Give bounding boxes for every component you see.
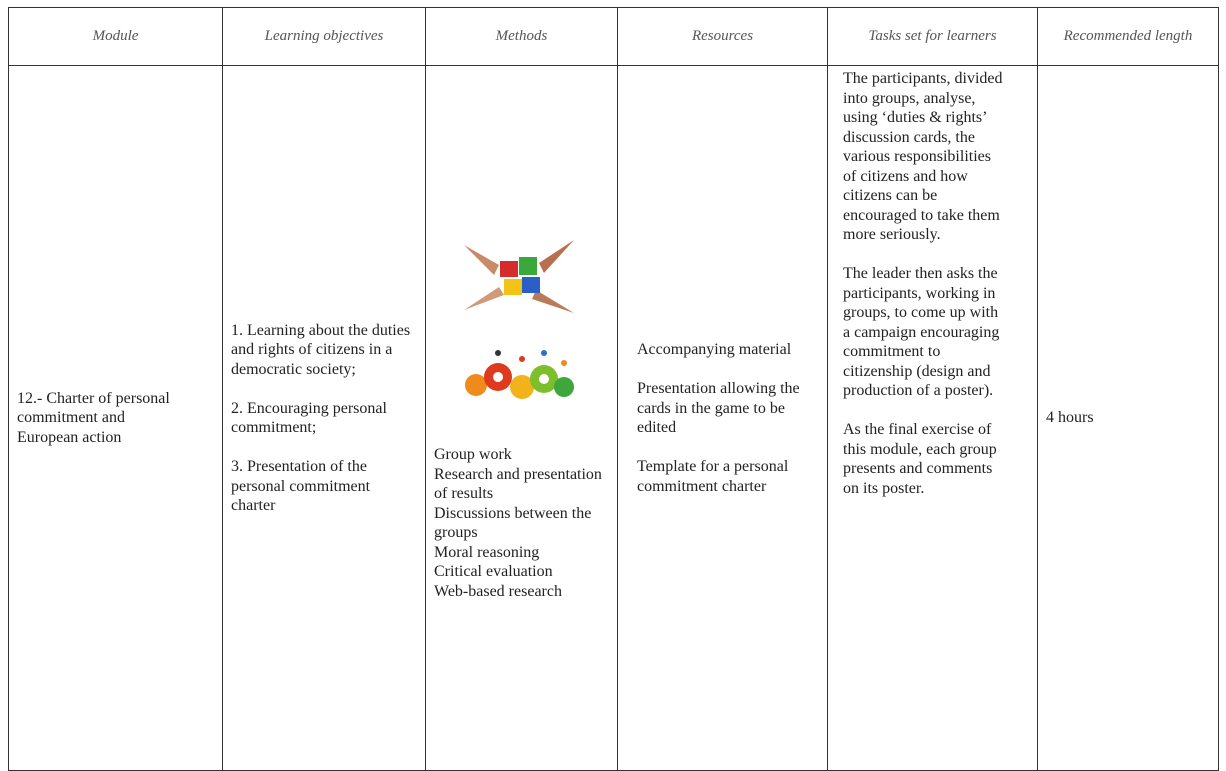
gears-icon (465, 350, 574, 399)
puzzle-hands-icon (464, 235, 574, 315)
cell-text: Critical evaluation (434, 563, 553, 580)
cell-text: 3. Presentation of the personal commitme… (231, 458, 371, 514)
cell: 1. Learning about the duties and rights … (222, 65, 426, 771)
header-row: Module Learning objectives Methods Resource… (8, 7, 1219, 66)
cell-text: Group work (434, 446, 512, 463)
cell: Accompanying material Presentation allowi… (617, 65, 828, 771)
cell-text: Discussions between the groups (434, 504, 592, 542)
header-cell: Learning objectives (222, 7, 426, 66)
cell-text: Web-based research (434, 582, 562, 600)
header-text: Methods (495, 28, 548, 44)
cell-text: The participants, divided into groups, a… (843, 70, 1003, 243)
cell: The participants, divided into groups, a… (827, 65, 1038, 771)
header-text: Learning objectives (264, 28, 384, 44)
cell-text: 1. Learning about the duties and rights … (231, 321, 411, 378)
cell-text: Presentation allowing the cards in the g… (637, 380, 800, 436)
header-cell: Module (8, 7, 223, 66)
header-text: Tasks set for learners (868, 28, 997, 44)
cell: Group work Research and presentation of r… (425, 65, 618, 771)
cell-text: Accompanying material (637, 341, 792, 358)
cell-text: 12.- Charter of personal commitment and … (17, 389, 170, 446)
cell-text: 2. Encouraging personal commitment; (231, 399, 387, 437)
method-icons (464, 235, 574, 399)
header-text: Recommended length (1063, 28, 1193, 44)
header-text: Module (92, 28, 139, 44)
header-cell: Recommended length (1037, 7, 1219, 66)
header-cell: Tasks set for learners (827, 7, 1038, 66)
body-row: 12.- Charter of personal commitment and … (8, 65, 1219, 771)
cell-text: As the final exercise of this module, ea… (843, 421, 997, 497)
cell-text: Research and presentation of results (434, 465, 602, 503)
cell-text: 4 hours (1046, 409, 1094, 427)
header-cell: Methods (425, 7, 618, 66)
cell-text: Template for a personal commitment chart… (637, 458, 789, 495)
cell: 4 hours (1037, 65, 1219, 771)
header-cell: Resources (617, 7, 828, 66)
cell: 12.- Charter of personal commitment and … (8, 65, 223, 771)
cell-text: Moral reasoning (434, 543, 540, 561)
cell-text: The leader then asks the participants, w… (843, 265, 1000, 399)
module-table: Module Learning objectives Methods Resource… (8, 7, 1219, 771)
header-text: Resources (691, 28, 754, 44)
